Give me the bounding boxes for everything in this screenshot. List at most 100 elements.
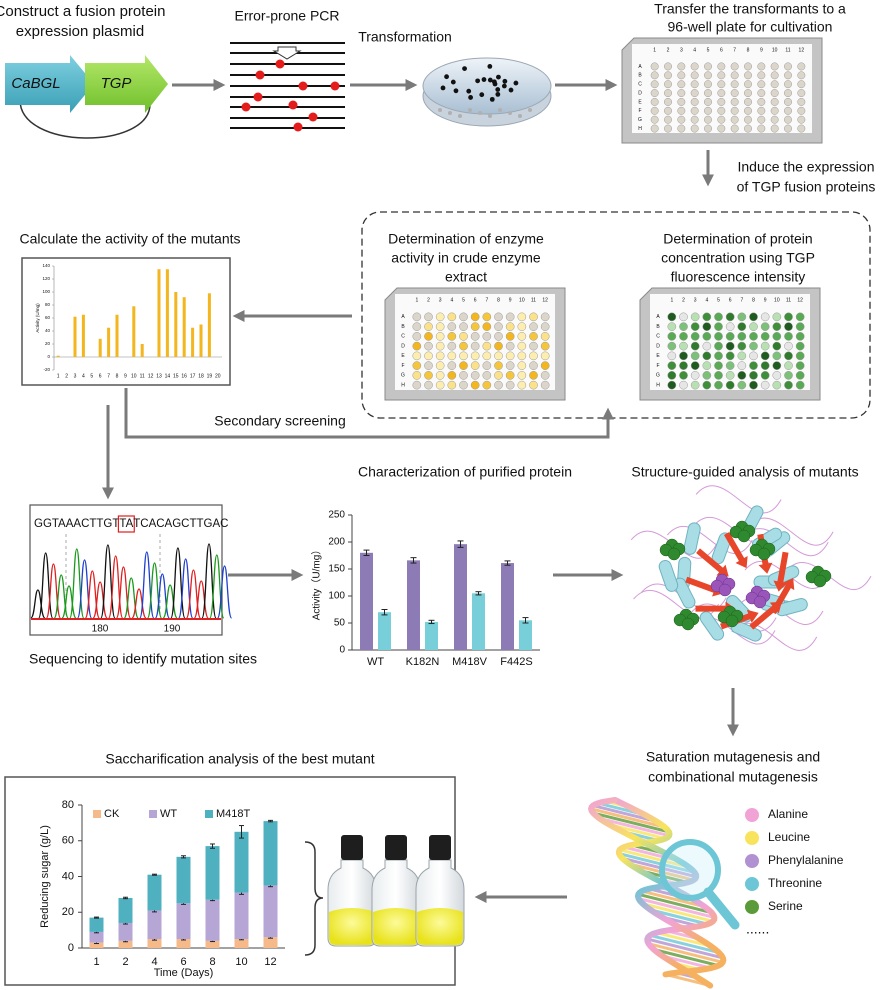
trace-peak xyxy=(92,581,108,619)
bottle xyxy=(415,835,465,947)
well xyxy=(797,80,806,89)
chart-frame xyxy=(21,257,231,386)
well xyxy=(702,332,712,341)
well xyxy=(784,312,793,322)
well xyxy=(702,322,712,331)
plate-column-label: 11 xyxy=(786,297,791,303)
legend-label: CK xyxy=(104,808,120,820)
well xyxy=(517,341,527,351)
plasmid-backbone xyxy=(19,99,151,139)
legend-label: WT xyxy=(160,808,177,820)
well xyxy=(737,341,747,351)
bar xyxy=(98,338,102,357)
well xyxy=(470,361,480,370)
well xyxy=(517,322,527,331)
x-tick-label: 11 xyxy=(140,373,145,379)
bar-segment xyxy=(205,846,220,900)
well xyxy=(770,97,779,106)
well xyxy=(677,89,686,98)
well xyxy=(664,115,672,124)
plate-column-label: 10 xyxy=(772,47,778,53)
residue-sphere xyxy=(725,614,739,628)
well xyxy=(664,106,672,115)
plate-row-label: G xyxy=(638,117,642,123)
plate-column-label: 6 xyxy=(474,297,477,303)
colony xyxy=(450,79,456,85)
mutation-dot xyxy=(330,81,340,91)
well xyxy=(714,361,723,370)
bottle xyxy=(371,835,421,947)
well xyxy=(667,312,677,322)
well xyxy=(714,322,723,331)
y-tick-label: 20 xyxy=(45,341,51,346)
base-pair xyxy=(649,933,720,955)
well xyxy=(749,322,758,331)
well xyxy=(760,322,770,331)
well xyxy=(744,106,752,115)
well xyxy=(540,380,550,390)
y-tick-label: 40 xyxy=(45,328,51,333)
colony xyxy=(487,77,493,83)
plate-row-label: B xyxy=(638,73,642,79)
well xyxy=(494,332,503,341)
bar xyxy=(132,306,136,357)
plate-column-label: 2 xyxy=(682,297,685,303)
bar xyxy=(191,327,195,357)
y-tick-label: 80 xyxy=(45,302,51,307)
error-bar xyxy=(363,549,370,556)
colony xyxy=(495,91,501,97)
well xyxy=(459,351,468,361)
well xyxy=(482,351,492,361)
well xyxy=(494,322,503,331)
plate-row-label: C xyxy=(638,82,642,88)
well xyxy=(447,361,457,370)
error-bar xyxy=(504,560,511,566)
y-tick-label: 100 xyxy=(328,591,345,602)
well xyxy=(529,380,538,390)
well xyxy=(435,312,445,322)
plate-column-label: 1 xyxy=(653,47,656,53)
well xyxy=(744,89,752,98)
well xyxy=(737,312,747,322)
well xyxy=(717,115,726,124)
error-bar xyxy=(475,591,482,596)
well xyxy=(494,361,503,370)
well xyxy=(424,341,433,351)
well xyxy=(772,351,782,361)
well xyxy=(667,351,677,361)
x-tick-label: 7 xyxy=(107,373,110,379)
y-axis-label: Reducing sugar (g/L) xyxy=(39,825,51,928)
well xyxy=(744,115,752,124)
well xyxy=(435,361,445,370)
well xyxy=(482,361,492,370)
trace-peak xyxy=(216,565,233,619)
base-pair xyxy=(598,816,670,838)
well xyxy=(540,351,550,361)
residue-sphere xyxy=(757,547,771,561)
plate-column-label: 6 xyxy=(720,47,723,53)
arrow xyxy=(124,388,614,439)
well xyxy=(494,341,503,351)
well xyxy=(737,380,747,390)
well xyxy=(737,361,747,370)
legend-label: M418T xyxy=(216,808,251,820)
plate-row-label: B xyxy=(656,324,660,330)
x-tick-label: 10 xyxy=(131,373,137,379)
well xyxy=(784,97,792,106)
bar xyxy=(174,292,178,357)
well xyxy=(679,322,688,331)
bottle-liquid xyxy=(373,908,419,945)
well xyxy=(667,341,677,351)
well xyxy=(412,322,422,331)
colony xyxy=(495,87,501,92)
base-pair xyxy=(637,892,713,915)
well xyxy=(424,351,433,361)
well xyxy=(435,322,445,331)
plate-row-label: H xyxy=(656,382,660,388)
plate-column-label: 5 xyxy=(717,297,720,303)
well xyxy=(540,341,550,351)
bar-segment xyxy=(263,821,278,886)
well xyxy=(690,351,700,361)
bar-segment xyxy=(147,874,162,911)
